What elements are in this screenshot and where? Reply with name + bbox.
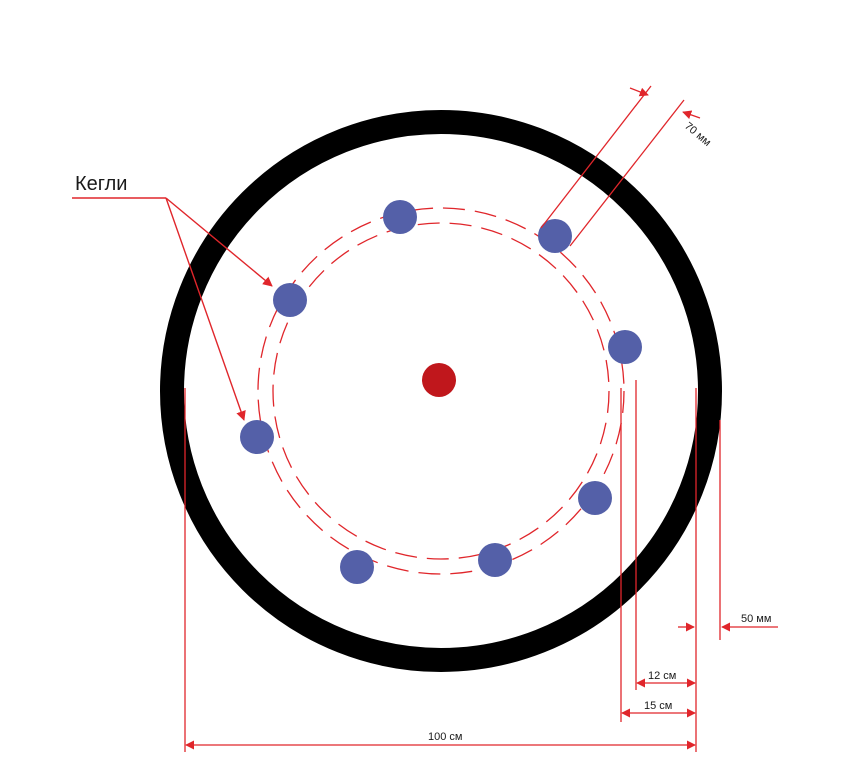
pin [273,283,307,317]
pin-gap-label: 70 мм [682,120,713,149]
arena-border-ring [160,110,722,672]
pin [478,543,512,577]
inner-offset-label: 12 см [648,670,676,682]
pins [240,200,642,584]
pin [340,550,374,584]
outer-offset-label: 15 см [644,700,672,712]
outer-dashed-circle [257,207,625,575]
pins-leader-lines [72,197,273,421]
pin [578,481,612,515]
pin [383,200,417,234]
center-marker [422,363,456,397]
pin [240,420,274,454]
pins-label: Кегли [75,173,127,195]
border-width-label: 50 мм [741,613,771,625]
inner-dashed-circle [272,222,610,560]
extension-lines [184,380,721,752]
diameter-label: 100 см [428,731,462,743]
pin [538,219,572,253]
pin [608,330,642,364]
pin-gap-dimension [540,85,701,247]
